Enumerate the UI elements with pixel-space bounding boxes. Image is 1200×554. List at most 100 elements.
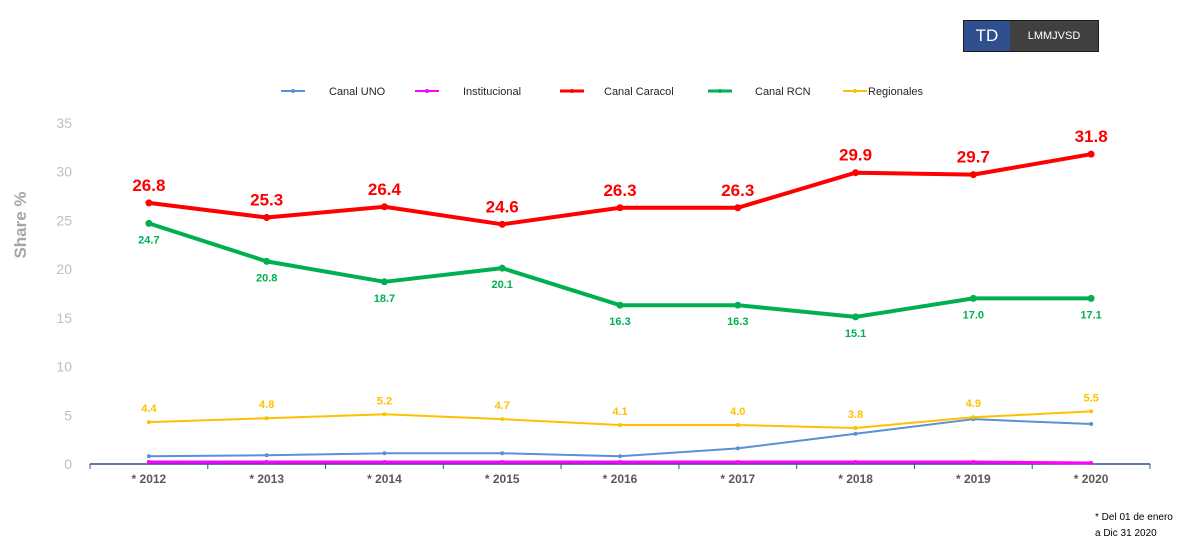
- data-point: [969, 294, 977, 302]
- data-label: 25.3: [250, 191, 283, 210]
- y-tick-label: 5: [64, 407, 72, 423]
- data-point: [618, 460, 622, 465]
- data-label: 16.3: [609, 316, 630, 328]
- data-point: [618, 454, 622, 459]
- data-point: [146, 460, 151, 465]
- data-label: 17.1: [1080, 309, 1101, 321]
- data-point: [735, 460, 740, 465]
- data-point: [146, 454, 151, 459]
- data-label: 5.2: [377, 395, 392, 407]
- legend-marker: [853, 89, 857, 93]
- data-label: 17.0: [963, 309, 984, 321]
- data-label: 24.6: [486, 197, 519, 216]
- data-point: [1089, 409, 1094, 414]
- data-point: [380, 203, 388, 211]
- data-label: 4.7: [495, 400, 510, 412]
- data-label: 31.8: [1075, 127, 1108, 146]
- data-label: 18.7: [374, 293, 395, 305]
- data-point: [971, 460, 976, 465]
- legend-marker: [718, 89, 722, 93]
- data-point: [264, 416, 269, 421]
- data-label: 26.4: [368, 180, 402, 199]
- data-point: [734, 301, 742, 309]
- data-label: 16.3: [727, 316, 748, 328]
- data-point: [618, 423, 622, 428]
- legend-label: Canal Caracol: [604, 86, 674, 98]
- data-label: 29.9: [839, 146, 872, 165]
- data-label: 24.7: [138, 234, 159, 246]
- data-label: 26.8: [132, 176, 165, 195]
- data-label: 4.1: [612, 406, 627, 418]
- data-point: [382, 460, 387, 465]
- data-point: [263, 257, 271, 265]
- y-tick-label: 30: [56, 164, 72, 180]
- data-point: [498, 264, 506, 272]
- program-badge: TD LMMJVSD: [963, 20, 1099, 52]
- footnote: * Del 01 de enero a Dic 31 2020: [1095, 510, 1195, 542]
- data-point: [1089, 461, 1094, 466]
- legend-label: Canal UNO: [329, 86, 386, 98]
- data-label: 20.8: [256, 272, 277, 284]
- data-point: [146, 420, 151, 425]
- legend-marker: [291, 89, 295, 93]
- badge-td: TD: [964, 21, 1010, 51]
- y-tick-label: 0: [64, 456, 72, 472]
- data-point: [852, 313, 860, 321]
- data-point: [616, 301, 624, 309]
- data-point: [500, 417, 505, 422]
- data-point: [498, 220, 506, 228]
- data-label: 4.0: [730, 406, 745, 418]
- data-point: [500, 451, 505, 456]
- data-point: [263, 214, 271, 222]
- data-point: [969, 171, 977, 179]
- data-point: [1089, 422, 1094, 427]
- data-label: 20.1: [492, 279, 513, 291]
- y-tick-label: 25: [56, 212, 72, 228]
- data-label: 26.3: [721, 181, 754, 200]
- legend-label: Institucional: [463, 86, 521, 98]
- data-point: [852, 169, 860, 177]
- data-label: 5.5: [1083, 392, 1098, 404]
- data-label: 3.8: [848, 409, 863, 421]
- y-axis-title: Share %: [11, 191, 30, 258]
- data-point: [971, 415, 976, 420]
- legend-marker: [425, 89, 429, 93]
- data-point: [734, 204, 742, 212]
- x-tick-label: * 2017: [720, 472, 755, 486]
- data-label: 4.4: [141, 403, 157, 415]
- x-tick-label: * 2020: [1074, 472, 1109, 486]
- data-point: [264, 460, 269, 465]
- data-label: 15.1: [845, 328, 866, 340]
- x-tick-label: * 2018: [838, 472, 873, 486]
- data-point: [853, 431, 858, 436]
- y-tick-label: 10: [56, 359, 72, 375]
- data-point: [853, 460, 858, 465]
- x-tick-label: * 2013: [249, 472, 284, 486]
- data-point: [735, 446, 740, 451]
- data-point: [735, 423, 740, 428]
- x-tick-label: * 2014: [367, 472, 402, 486]
- y-tick-label: 15: [56, 310, 72, 326]
- data-point: [382, 451, 387, 456]
- footnote-line-1: * Del 01 de enero: [1095, 512, 1173, 523]
- data-label: 29.7: [957, 148, 990, 167]
- data-point: [145, 199, 153, 207]
- x-tick-label: * 2016: [603, 472, 638, 486]
- legend-label: Regionales: [868, 86, 924, 98]
- badge-days: LMMJVSD: [1010, 21, 1098, 51]
- y-tick-label: 20: [56, 261, 72, 277]
- x-tick-label: * 2019: [956, 472, 991, 486]
- data-label: 4.9: [966, 398, 981, 410]
- data-point: [264, 453, 269, 458]
- data-point: [380, 278, 388, 286]
- data-point: [1087, 150, 1095, 158]
- data-point: [1087, 294, 1095, 302]
- legend-marker: [570, 89, 574, 93]
- data-label: 4.8: [259, 399, 274, 411]
- x-tick-label: * 2015: [485, 472, 520, 486]
- data-point: [145, 219, 153, 227]
- data-point: [500, 460, 505, 465]
- data-point: [853, 425, 858, 430]
- y-tick-label: 35: [56, 115, 72, 131]
